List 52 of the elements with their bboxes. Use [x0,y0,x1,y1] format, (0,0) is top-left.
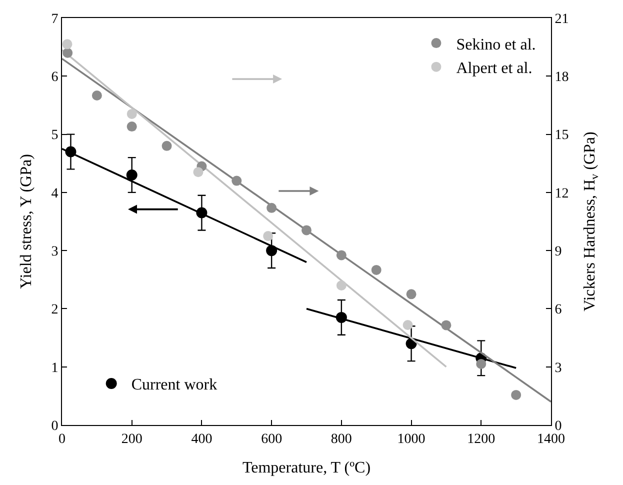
point [336,280,346,290]
y2-tick-label: 3 [554,360,562,376]
legend-label: Sekino et al. [456,36,536,54]
y-tick-label: 3 [51,244,58,260]
y-tick-label: 6 [51,70,58,86]
y2-tick-label: 21 [554,12,569,27]
point [193,167,204,178]
x-tick-label: 200 [121,432,142,447]
point [336,312,347,323]
point [402,320,413,330]
point [441,320,452,330]
point [126,108,137,119]
x-axis-title: Temperature, T (ºC) [242,460,371,476]
legend-label: Alpert et al. [456,60,532,78]
point [336,250,346,260]
y2-tick-label: 0 [554,418,562,434]
point [511,390,522,400]
point [65,146,76,158]
point [62,39,72,50]
y-tick-label: 1 [51,360,58,376]
x-tick-label: 800 [330,432,352,447]
point [266,245,278,256]
point [232,176,242,186]
y-tick-label: 2 [51,302,58,318]
y2-tick-label: 15 [554,128,569,144]
y-tick-label: 7 [51,12,58,27]
point [302,225,312,236]
y-tick-label: 4 [51,186,58,202]
y2-tick-label: 12 [554,186,569,202]
point [126,122,137,132]
point [406,289,416,300]
x-tick-label: 400 [191,432,212,447]
y2-tick-label: 6 [554,302,562,318]
x-tick-label: 1200 [467,432,496,447]
y-axis-title: Yield stress, Y (GPa) [18,154,36,289]
x-tick-label: 1400 [537,432,565,447]
point [371,264,382,275]
x-tick-label: 1000 [397,432,426,447]
x-tick-label: 600 [261,432,282,447]
y2-tick-label: 18 [554,70,569,86]
point [126,169,138,180]
y2-tick-label: 9 [554,244,562,260]
y-tick-label: 5 [51,128,58,144]
point [263,231,274,242]
point [92,90,102,101]
point [196,207,208,218]
point [62,48,73,58]
point [162,140,172,151]
point [476,358,486,369]
y-tick-label: 0 [51,418,58,434]
legend-label: Current work [131,376,218,394]
point [266,202,277,213]
